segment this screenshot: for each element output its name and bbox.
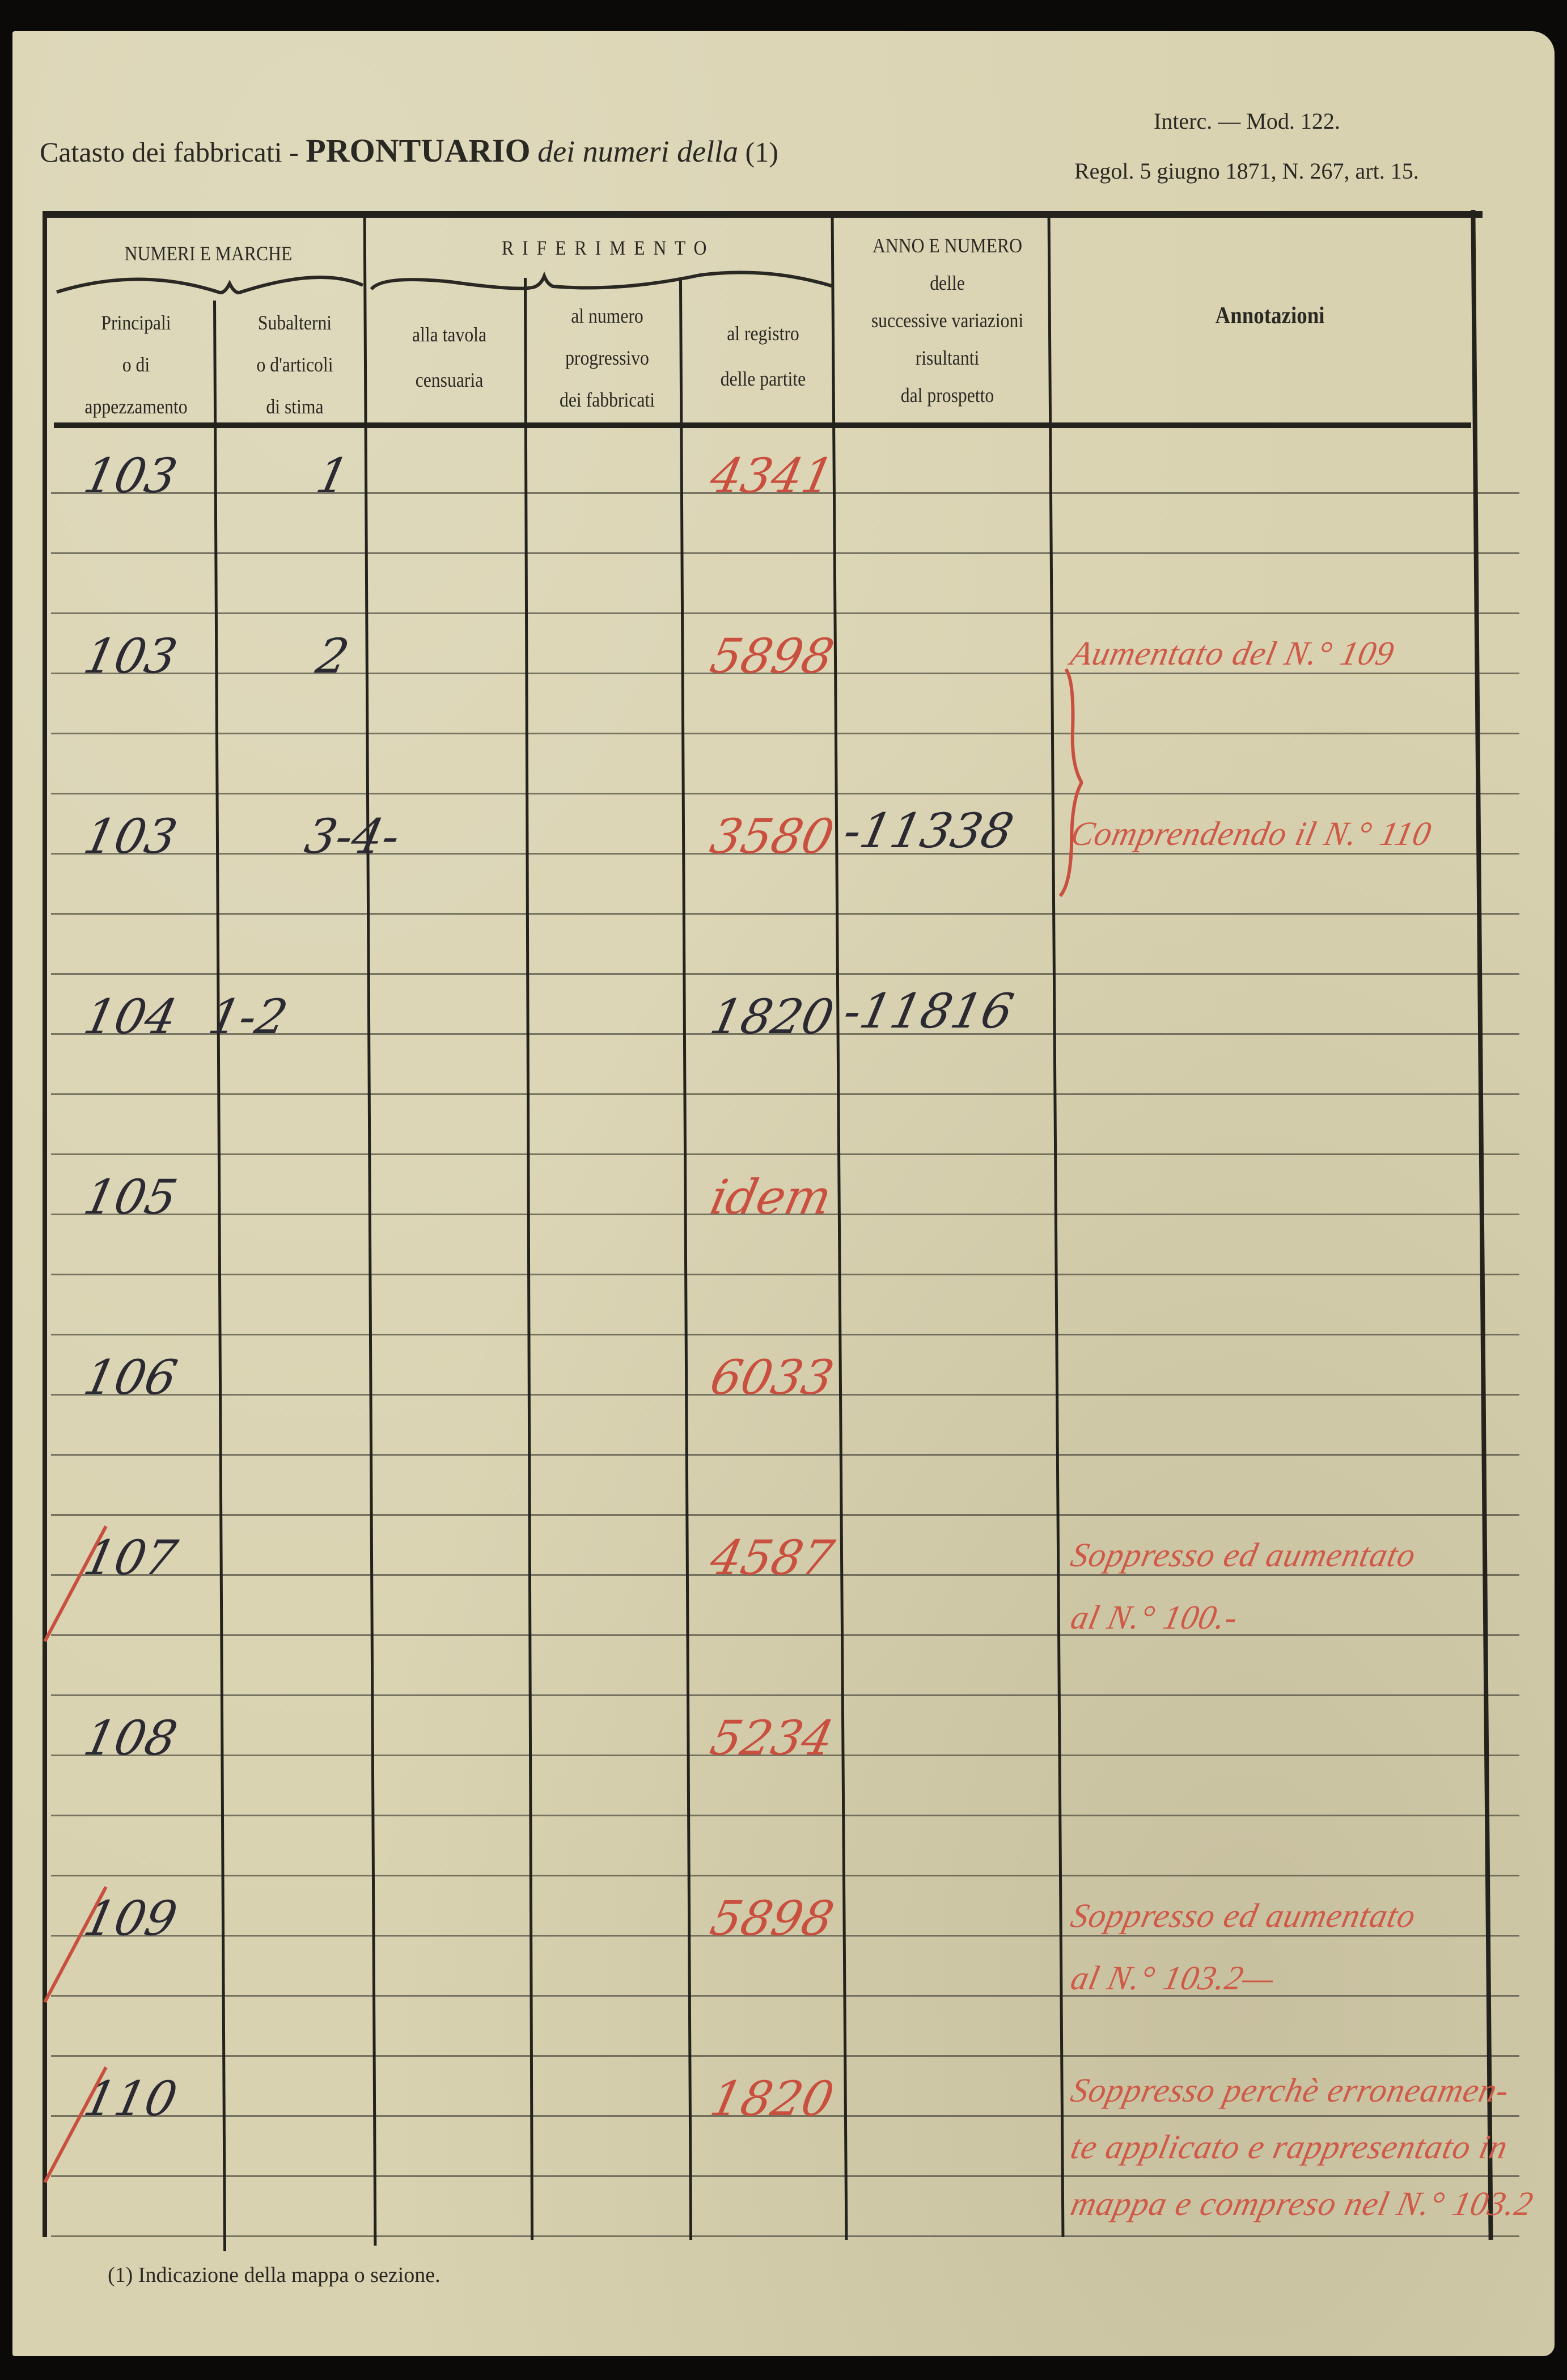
title-note: (1)	[745, 136, 778, 168]
header-line: al registro	[727, 322, 799, 345]
header-principali: Principali o di appezzamento	[63, 302, 208, 428]
ruled-lines	[51, 434, 1519, 2240]
subaltern-number: 3-4-	[300, 809, 405, 864]
header-line: risultanti	[915, 346, 980, 369]
annotation-brace	[1058, 668, 1083, 898]
registry-number: 3580	[705, 809, 839, 864]
variation-number: -11338	[838, 803, 1019, 859]
header-line: delle	[930, 272, 965, 294]
registry-number: 4341	[705, 448, 839, 504]
annotation-line: Aumentato del N.° 109	[1068, 635, 1398, 672]
principal-number: 107	[79, 1530, 182, 1586]
principal-number: 106	[79, 1350, 182, 1405]
annotation-line: mappa e compreso nel N.° 103.2	[1068, 2185, 1537, 2222]
header-line: progressivo	[565, 346, 649, 369]
principal-number: 108	[79, 1710, 182, 1766]
header-line: ANNO E NUMERO	[873, 234, 1022, 257]
header-annotazioni: Annotazioni	[1215, 303, 1325, 329]
subaltern-number: 1-2	[204, 989, 293, 1045]
registry-number: 5898	[705, 1891, 839, 1946]
header-line: Subalterni	[257, 311, 332, 334]
title-italic: dei numeri della	[537, 134, 739, 168]
header-line: Principali	[101, 311, 171, 334]
registry-number: 4587	[705, 1530, 839, 1586]
variation-number: -11816	[838, 983, 1019, 1039]
table-left-border	[43, 213, 47, 2237]
principal-number: 103	[79, 448, 182, 504]
registry-number: 1820	[705, 2071, 839, 2127]
header-bottom-border	[54, 422, 1471, 428]
header-line: censuaria	[415, 369, 484, 391]
footnote: (1) Indicazione della mappa o sezione.	[108, 2263, 441, 2287]
header-numeri-e-marche: NUMERI E MARCHE	[124, 242, 293, 265]
annotation-line: al N.° 100.-	[1068, 1599, 1242, 1636]
registry-number: 5234	[705, 1710, 839, 1766]
registry-number: 5898	[705, 628, 839, 684]
annotation-line: Comprendendo il N.° 110	[1068, 815, 1435, 852]
annotation-line: Soppresso perchè erroneamen-	[1068, 2072, 1513, 2109]
page-title: Catasto dei fabbricati - PRONTUARIO dei …	[40, 132, 778, 170]
model-number: Interc. — Mod. 122.	[1154, 108, 1340, 134]
principal-number: 105	[79, 1169, 182, 1225]
annotation-line: Soppresso ed aumentato	[1068, 1536, 1420, 1574]
principal-number: 103	[79, 809, 182, 864]
annotation-line: Soppresso ed aumentato	[1068, 1897, 1420, 1934]
header-line: o d'articoli	[256, 353, 333, 376]
header-subalterni: Subalterni o d'articoli di stima	[230, 302, 360, 428]
principal-number: 104	[79, 989, 182, 1045]
header-variazioni: ANNO E NUMERO delle successive variazion…	[853, 227, 1042, 414]
header-riferimento: R I F E R I M E N T O	[502, 236, 709, 259]
header-line: dal prospetto	[900, 384, 994, 407]
header-line: delle partite	[720, 367, 806, 390]
registry-number: idem	[705, 1169, 837, 1225]
annotation-line: te applicato e rappresentato in	[1068, 2128, 1511, 2166]
registry-number: 1820	[705, 989, 839, 1045]
header-line: successive variazioni	[871, 309, 1024, 332]
header-tavola: alla tavola censuaria	[381, 312, 518, 403]
header-line: dei fabbricati	[560, 388, 655, 411]
annotation-line: al N.° 103.2—	[1068, 1959, 1278, 1997]
header-progressivo: al numero progressivo dei fabbricati	[539, 295, 675, 421]
regulation-reference: Regol. 5 giugno 1871, N. 267, art. 15.	[1074, 158, 1419, 184]
header-line: appezzamento	[84, 395, 188, 418]
registry-number: 6033	[705, 1350, 839, 1405]
principal-number: 103	[79, 628, 182, 684]
title-prefix: Catasto dei fabbricati -	[40, 136, 299, 168]
title-bold: PRONTUARIO	[306, 132, 531, 169]
header-registro: al registro delle partite	[696, 311, 830, 401]
header-braces	[56, 270, 834, 294]
principal-number: 109	[79, 1891, 182, 1946]
table-top-border	[43, 211, 1483, 218]
header-line: al numero	[571, 305, 643, 327]
header-line: di stima	[266, 395, 324, 418]
header-line: o di	[122, 353, 150, 376]
principal-number: 110	[79, 2071, 182, 2127]
header-line: alla tavola	[412, 323, 487, 346]
